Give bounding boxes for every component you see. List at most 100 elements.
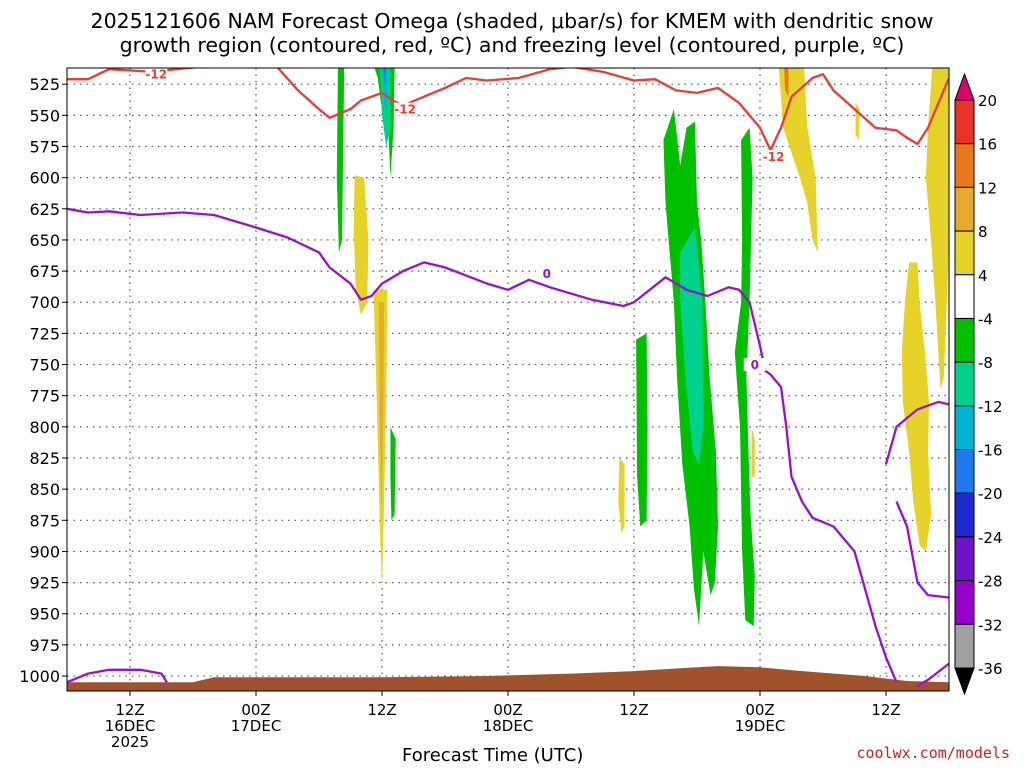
- colorbar-segment: [954, 536, 975, 582]
- x-tick-label: 12Z: [367, 701, 396, 719]
- colorbar-label: -16: [978, 442, 1003, 460]
- colorbar-label: 4: [978, 267, 988, 285]
- omega-area: [378, 302, 385, 515]
- credit-text: coolwx.com/models: [856, 744, 1010, 762]
- omega-area: [379, 68, 391, 147]
- colorbar-label: -32: [978, 616, 1003, 634]
- colorbar-label: -12: [978, 398, 1003, 416]
- y-tick-label: 550: [29, 106, 60, 125]
- y-tick-label: 575: [29, 137, 60, 156]
- x-tick-label: 2025: [111, 733, 149, 751]
- x-tick-label: 19DEC: [735, 717, 786, 735]
- colorbar-label: -36: [978, 660, 1003, 678]
- y-tick-label: 600: [29, 169, 60, 188]
- contour-label-bg: [145, 68, 168, 81]
- omega-shading: [336, 68, 949, 627]
- y-tick-label: 725: [29, 324, 60, 343]
- x-tick-label: 17DEC: [231, 717, 282, 735]
- y-tick-label: 525: [29, 75, 60, 94]
- contour-label-bg: [394, 102, 417, 116]
- freezing-level-contour: [884, 400, 949, 465]
- colorbar-label: 20: [978, 92, 997, 110]
- contour-label-bg: [762, 149, 785, 163]
- omega-area: [751, 426, 755, 477]
- colorbar-label: -4: [978, 310, 993, 328]
- freezing-level-contour: [895, 501, 949, 599]
- contour-label: 0: [751, 358, 759, 372]
- y-tick-label: 850: [29, 480, 60, 499]
- contour-label: -12: [145, 68, 167, 82]
- dgz-minus12-contour: [67, 68, 949, 152]
- y-tick-label: 650: [29, 231, 60, 250]
- contour-label: -12: [763, 150, 785, 164]
- omega-area: [901, 262, 932, 552]
- y-tick-label: 625: [29, 200, 60, 219]
- omega-area: [925, 68, 949, 390]
- freezing-level-contour: [67, 668, 168, 684]
- omega-area: [636, 333, 648, 527]
- x-tick-label: 12Z: [619, 701, 648, 719]
- colorbar-segment: [954, 405, 975, 451]
- x-tick-label: 00Z: [241, 701, 270, 719]
- contour-label-bg: [535, 267, 558, 281]
- y-tick-label: 875: [29, 511, 60, 530]
- freezing-level-contour: [67, 207, 898, 683]
- y-tick-label: 950: [29, 605, 60, 624]
- contour-label: 0: [543, 267, 551, 281]
- colorbar-segment: [954, 449, 975, 494]
- colorbar-label: -8: [978, 354, 993, 372]
- colorbar-label: -24: [978, 529, 1003, 547]
- contour-lines: -12 -12 -12 0 0: [67, 68, 949, 687]
- colorbar-segment: [954, 623, 975, 669]
- chart-subtitle: growth region (contoured, red, ºC) and f…: [119, 33, 905, 57]
- y-tick-label: 800: [29, 418, 60, 437]
- colorbar-segment: [954, 492, 975, 538]
- colorbar-segment: [954, 99, 975, 145]
- colorbar-segment: [954, 143, 975, 188]
- colorbar: 20 16 12 8 4 -4 -8 -12 -16 -20 -24 -28 -32 -36: [954, 72, 1003, 696]
- y-tick-label: 1000: [19, 667, 60, 686]
- colorbar-label: 8: [978, 223, 988, 241]
- colorbar-top-arrow: [954, 72, 975, 101]
- x-axis-title: Forecast Time (UTC): [402, 745, 584, 766]
- omega-area: [680, 227, 704, 465]
- x-tick-label: 12Z: [871, 701, 900, 719]
- freezing-level-contour: [916, 662, 949, 687]
- colorbar-segment: [954, 230, 975, 276]
- omega-area: [618, 458, 625, 533]
- omega-area: [382, 68, 388, 110]
- colorbar-segment: [954, 186, 975, 232]
- colorbar-segment: [954, 580, 975, 625]
- contour-label: -12: [394, 103, 416, 117]
- omega-area: [353, 175, 369, 315]
- x-tick-label: 16DEC: [105, 717, 156, 735]
- contour-label-bg: [743, 358, 766, 372]
- y-tick-label: 975: [29, 636, 60, 655]
- x-tick-label: 00Z: [493, 701, 522, 719]
- colorbar-label: 12: [978, 179, 997, 197]
- x-tick-label: 00Z: [745, 701, 774, 719]
- y-tick-label: 775: [29, 387, 60, 406]
- chart-title: 2025121606 NAM Forecast Omega (shaded, μ…: [90, 9, 934, 33]
- terrain-ground: [67, 666, 949, 691]
- omega-area: [390, 426, 396, 521]
- y-axis: 525 550 575 600 625 650 675 700 725 750 775 800 825 8…: [19, 75, 67, 686]
- x-tick-label: 18DEC: [483, 717, 534, 735]
- terrain: [67, 666, 949, 691]
- x-tick-label: 12Z: [115, 701, 144, 719]
- omega-area: [784, 68, 789, 97]
- omega-area: [383, 68, 386, 87]
- colorbar-segment: [954, 317, 975, 363]
- y-tick-label: 750: [29, 356, 60, 375]
- colorbar-segment: [954, 274, 975, 319]
- y-tick-label: 675: [29, 262, 60, 281]
- plot-background: [67, 68, 949, 691]
- y-tick-label: 700: [29, 293, 60, 312]
- colorbar-bottom-arrow: [954, 667, 975, 696]
- colorbar-label: -28: [978, 573, 1003, 591]
- colorbar-segment: [954, 361, 975, 407]
- colorbar-label: -20: [978, 485, 1003, 503]
- y-tick-label: 925: [29, 574, 60, 593]
